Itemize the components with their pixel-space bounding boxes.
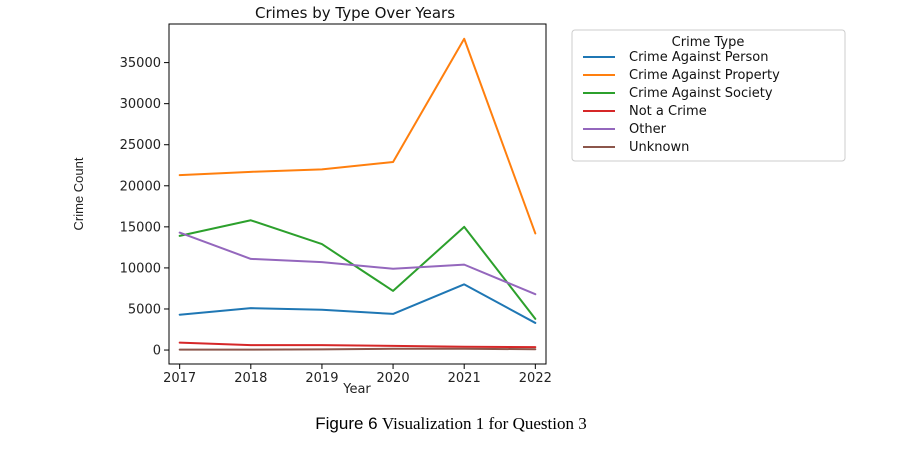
series-line-crime-against-society <box>178 219 537 320</box>
legend-item-label: Not a Crime <box>629 104 707 119</box>
legend-box <box>571 29 846 162</box>
legend-item-label: Crime Against Property <box>629 68 780 83</box>
chart-svg: Crimes by Type Over Years 0 5000 10000 1500… <box>71 4 846 397</box>
y-tick-label: 5000 <box>128 302 161 317</box>
figure-label: Figure 6 <box>315 414 378 433</box>
y-tick-label: 25000 <box>120 138 161 153</box>
x-tick-label: 2018 <box>234 371 267 386</box>
legend-item-label: Other <box>629 122 667 137</box>
legend-items: Crime Against Person Crime Against Proper… <box>583 50 780 155</box>
y-tick-label: 30000 <box>120 97 161 112</box>
x-axis: 2017 2018 2019 2020 2021 2022 <box>163 364 552 386</box>
legend-title: Crime Type <box>672 35 745 50</box>
series-line-other <box>178 231 537 296</box>
y-tick-label: 35000 <box>120 56 161 71</box>
y-tick-label: 10000 <box>120 261 161 276</box>
legend-item-label: Crime Against Society <box>629 86 773 101</box>
y-axis: 0 5000 10000 15000 20000 25000 30000 35000 <box>120 56 169 359</box>
figure-caption-text: Visualization 1 for Question 3 <box>381 414 587 433</box>
x-tick-label: 2020 <box>377 371 410 386</box>
y-tick-label: 0 <box>153 344 161 359</box>
x-tick-label: 2022 <box>519 371 552 386</box>
x-axis-label: Year <box>342 382 371 397</box>
series-lines <box>178 37 537 351</box>
figure-caption: Figure 6 Visualization 1 for Question 3 <box>0 414 902 434</box>
y-axis-label: Crime Count <box>71 157 86 230</box>
x-tick-label: 2019 <box>305 371 338 386</box>
series-line-crime-against-person <box>178 283 537 324</box>
plot-frame <box>168 23 547 365</box>
series-line-not-a-crime <box>178 341 537 349</box>
legend-item-label: Unknown <box>629 140 689 155</box>
series-line-crime-against-property <box>178 37 537 235</box>
legend-item-label: Crime Against Person <box>629 50 768 65</box>
x-tick-label: 2021 <box>448 371 481 386</box>
chart-title: Crimes by Type Over Years <box>255 4 455 22</box>
y-tick-label: 15000 <box>120 220 161 235</box>
series-line-unknown <box>178 347 537 351</box>
x-tick-label: 2017 <box>163 371 196 386</box>
y-tick-label: 20000 <box>120 179 161 194</box>
